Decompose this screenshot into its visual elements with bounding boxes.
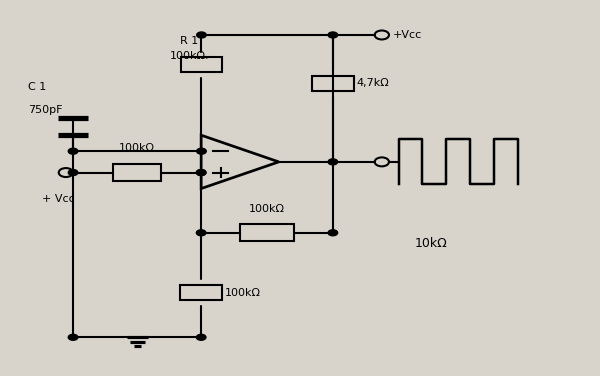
Text: 100kΩ: 100kΩ: [225, 288, 261, 297]
Circle shape: [68, 170, 78, 176]
Circle shape: [68, 148, 78, 154]
Circle shape: [196, 230, 206, 236]
Text: 100kΩ: 100kΩ: [119, 143, 155, 153]
FancyBboxPatch shape: [181, 58, 223, 72]
Circle shape: [328, 230, 338, 236]
Text: 750pF: 750pF: [28, 105, 63, 115]
Circle shape: [197, 32, 206, 38]
Circle shape: [196, 334, 206, 340]
Text: +Vcc: +Vcc: [392, 30, 422, 40]
Text: 4,7kΩ: 4,7kΩ: [357, 79, 389, 88]
Text: + Vcc: + Vcc: [42, 194, 74, 204]
Circle shape: [196, 170, 206, 176]
Circle shape: [328, 32, 338, 38]
Text: 100kΩ.: 100kΩ.: [170, 50, 209, 61]
FancyBboxPatch shape: [180, 285, 222, 300]
FancyBboxPatch shape: [240, 224, 294, 241]
Circle shape: [197, 148, 206, 154]
Text: 100kΩ: 100kΩ: [249, 203, 285, 214]
Text: C 1: C 1: [28, 82, 47, 92]
Circle shape: [68, 334, 78, 340]
Text: R 1: R 1: [181, 36, 199, 45]
FancyBboxPatch shape: [113, 164, 161, 181]
Circle shape: [328, 159, 338, 165]
Circle shape: [196, 170, 206, 176]
FancyBboxPatch shape: [312, 76, 354, 91]
Text: 10kΩ: 10kΩ: [415, 238, 448, 250]
